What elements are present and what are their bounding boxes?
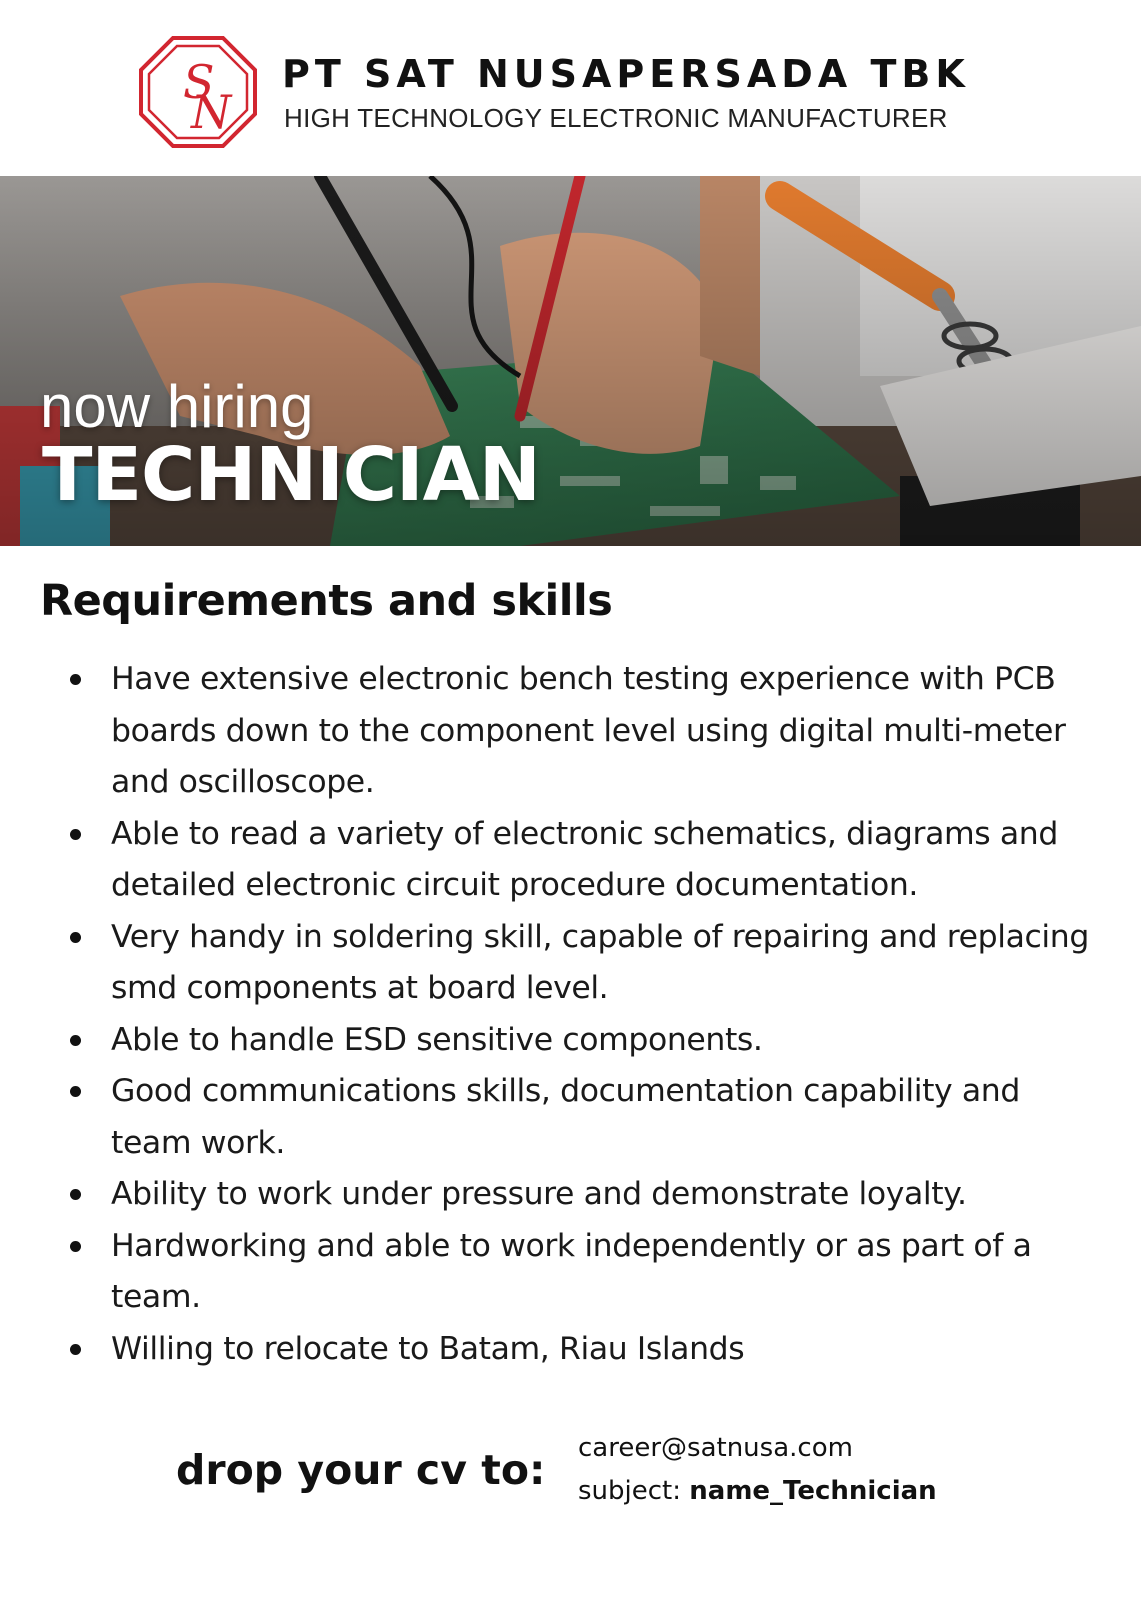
list-item: Very handy in soldering skill, capable o… [66,912,1106,1015]
requirement-text: Have extensive electronic bench testing … [111,661,1066,800]
bullet-icon [70,1189,81,1200]
list-item: Hardworking and able to work independent… [66,1221,1106,1324]
hero-photo [0,176,1141,546]
subject-label: subject: [578,1476,681,1506]
bullet-icon [70,1086,81,1097]
job-title: TECHNICIAN [42,432,541,518]
company-logo: S N [139,36,257,148]
requirement-text: Hardworking and able to work independent… [111,1227,1032,1316]
requirement-text: Able to read a variety of electronic sch… [111,815,1058,904]
header: S N PT SAT NUSAPERSADA TBK HIGH TECHNOLO… [0,0,1141,176]
bullet-icon [70,828,81,840]
requirement-text: Willing to relocate to Batam, Riau Islan… [111,1330,745,1367]
list-item: Able to read a variety of electronic sch… [66,809,1106,912]
subject-value: name_Technician [689,1476,937,1506]
list-item: Ability to work under pressure and demon… [66,1169,1106,1221]
requirement-text: Able to handle ESD sensitive components. [111,1021,763,1058]
requirement-text: Good communications skills, documentatio… [111,1073,1020,1161]
list-item: Have extensive electronic bench testing … [66,654,1106,809]
bullet-icon [70,674,81,685]
requirements-list: Have extensive electronic bench testing … [66,654,1106,1375]
bullet-icon [70,1240,81,1252]
svg-text:N: N [190,85,233,139]
svg-text:S: S [183,55,215,109]
apply-label: drop your cv to: [176,1446,546,1494]
now-hiring-kicker: now hiring [40,373,314,440]
requirement-text: Ability to work under pressure and demon… [111,1176,967,1212]
company-name: PT SAT NUSAPERSADA TBK [282,52,970,96]
list-item: Able to handle ESD sensitive components. [66,1015,1106,1067]
email-subject: subject: name_Technician [578,1476,937,1506]
list-item: Willing to relocate to Batam, Riau Islan… [66,1324,1106,1376]
requirement-text: Very handy in soldering skill, capable o… [111,918,1089,1007]
bullet-icon [70,1343,81,1355]
list-item: Good communications skills, documentatio… [66,1066,1106,1169]
bullet-icon [70,931,81,943]
company-tagline: HIGH TECHNOLOGY ELECTRONIC MANUFACTURER [284,103,948,133]
bullet-icon [70,1034,81,1046]
requirements-heading: Requirements and skills [40,576,613,626]
contact-email[interactable]: career@satnusa.com [578,1433,853,1463]
